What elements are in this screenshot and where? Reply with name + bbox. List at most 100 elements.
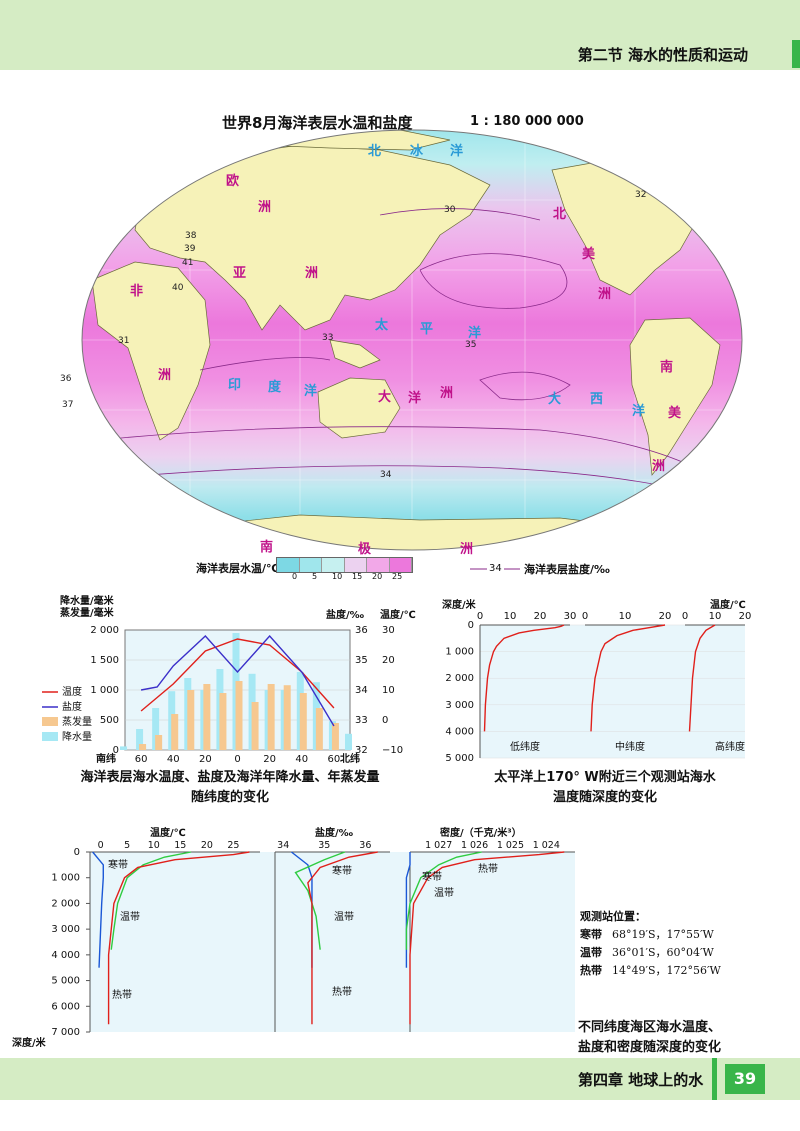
chart1-x-left-label: 南纬 bbox=[96, 752, 116, 765]
chart3-value-tick: 10 bbox=[148, 840, 160, 851]
chart3-zone-label: 热带 bbox=[332, 985, 352, 998]
chart3-value-tick: 5 bbox=[124, 840, 130, 851]
isohaline-label: 33 bbox=[322, 333, 334, 343]
map-place-name: 平 bbox=[420, 322, 434, 337]
map-place-name: 洲 bbox=[440, 386, 454, 401]
precipitation-bar bbox=[345, 733, 352, 750]
chart2-depth-chart: 0 1 000 2 000 3 000 4 000 5 000 0 10 20 30 低纬度 0 10 2… bbox=[442, 598, 751, 764]
chart3-profile-line bbox=[107, 851, 250, 1025]
chart1-latitude-chart: 0 500 1 000 1 500 2 000 32 33 34 35 36 −10 0 10 20 30 6… bbox=[42, 594, 416, 765]
chart1-x-tick: 40 bbox=[295, 754, 308, 765]
evaporation-bar bbox=[315, 708, 323, 750]
map-place-name: 大 bbox=[548, 392, 562, 407]
station-coords: 36°01′S，60°04′W bbox=[612, 946, 714, 959]
chart1-salinity-tick: 36 bbox=[355, 625, 368, 636]
chart1-x-tick: 60 bbox=[328, 754, 341, 765]
chart3-profile-line bbox=[294, 851, 346, 950]
header-accent-bar bbox=[792, 40, 800, 68]
chart3-depth-tick: 6 000 bbox=[51, 1001, 80, 1012]
salinity-line bbox=[140, 634, 335, 727]
chart3-plot-area bbox=[90, 852, 575, 1032]
chart2-temp-tick: 10 bbox=[709, 611, 722, 622]
map-place-name: 洋 bbox=[450, 144, 464, 159]
evaporation-bar bbox=[187, 690, 195, 750]
chart2-temp-tick: 0 bbox=[582, 611, 588, 622]
precipitation-bar bbox=[152, 708, 160, 750]
evaporation-bar bbox=[155, 735, 163, 750]
chart1-temp-tick: 0 bbox=[382, 715, 388, 726]
map-place-name: 洲 bbox=[258, 200, 272, 215]
chart3-temp-title: 温度/℃ bbox=[150, 826, 186, 839]
chart3-caption: 不同纬度海区海水温度、 盐度和密度随深度的变化 bbox=[578, 1018, 768, 1058]
chart2-depth-title: 深度/米 bbox=[442, 598, 477, 611]
chart1-temp-tick: 30 bbox=[382, 625, 395, 636]
chart3-value-tick: 35 bbox=[318, 840, 330, 851]
temp-legend-tick: 25 bbox=[392, 572, 403, 581]
chart2-temp-tick: 10 bbox=[504, 611, 517, 622]
chart1-legend-label: 温度 bbox=[62, 685, 82, 698]
chart1-temp-tick: −10 bbox=[382, 745, 403, 756]
chart2-panel-label: 低纬度 bbox=[510, 740, 540, 753]
chart3-value-tick: 15 bbox=[174, 840, 186, 851]
isohaline-label: 40 bbox=[172, 283, 184, 293]
chart1-temp-tick: 20 bbox=[382, 655, 395, 666]
isohaline-label: 34 bbox=[380, 470, 392, 480]
chart3-zone-label: 温带 bbox=[120, 911, 140, 923]
precipitation-bar bbox=[120, 746, 127, 750]
temp-legend-swatch bbox=[299, 558, 322, 572]
chart3-value-tick: 1 027 bbox=[425, 840, 452, 851]
chart3-depth-tick: 5 000 bbox=[51, 976, 80, 987]
chart2-depth-tick: 5 000 bbox=[445, 753, 474, 764]
chart1-caption-line2: 随纬度的变化 bbox=[190, 790, 269, 805]
chart2-depth-tick: 1 000 bbox=[445, 647, 474, 658]
legend-temp-ticks: 0 5 10 15 20 25 bbox=[276, 572, 411, 584]
isohaline-label: 39 bbox=[184, 244, 196, 254]
chart2-profile-line bbox=[688, 624, 716, 732]
precipitation-bar bbox=[136, 729, 144, 750]
chart2-profile-line bbox=[590, 624, 666, 732]
chart1-left-tick: 1 500 bbox=[90, 655, 119, 666]
chart3-density-title: 密度/（千克/米³） bbox=[440, 826, 522, 839]
temp-legend-swatch bbox=[277, 558, 300, 572]
station-coords: 14°49′S，172°56′W bbox=[612, 964, 721, 977]
chart2-profile-line bbox=[483, 624, 565, 732]
map-place-name: 极 bbox=[358, 542, 372, 557]
isohaline-label: 32 bbox=[635, 190, 647, 200]
chart3-profile-line bbox=[405, 851, 482, 950]
temp-legend-tick: 10 bbox=[332, 572, 343, 581]
map-place-name: 北 bbox=[553, 207, 567, 222]
chart3-depth-tick: 2 000 bbox=[51, 898, 80, 909]
chart1-salinity-tick: 35 bbox=[355, 655, 368, 666]
world-map bbox=[81, 129, 743, 551]
station-zone: 温带 bbox=[580, 946, 602, 959]
isohaline-label: 30 bbox=[444, 205, 456, 215]
map-place-name: 亚 bbox=[233, 266, 247, 281]
chart3-value-tick: 1 026 bbox=[461, 840, 488, 851]
chart1-x-tick: 20 bbox=[263, 754, 276, 765]
station-coords: 68°19′S，17°55′W bbox=[612, 928, 714, 941]
temp-legend-swatch bbox=[389, 558, 412, 572]
chart2-temp-title: 温度/℃ bbox=[710, 598, 746, 611]
legend-temp-label: 海洋表层水温/℃ bbox=[196, 562, 280, 575]
map-place-name: 南 bbox=[660, 360, 674, 375]
evaporation-bar bbox=[171, 714, 179, 750]
chart1-legend-label: 降水量 bbox=[62, 730, 92, 743]
map-place-name: 洲 bbox=[598, 287, 612, 302]
chart3-value-tick: 20 bbox=[201, 840, 213, 851]
station-zone: 热带 bbox=[580, 964, 602, 977]
chart1-legend-label: 盐度 bbox=[62, 700, 82, 713]
section-title: 第二节 海水的性质和运动 bbox=[577, 46, 748, 64]
chart1-x-right-label: 北纬 bbox=[340, 752, 360, 765]
chart2-caption: 太平洋上170° W附近三个观测站海水 温度随深度的变化 bbox=[440, 768, 770, 808]
map-scale: 1 : 180 000 000 bbox=[470, 114, 584, 129]
station-title: 观测站位置： bbox=[580, 910, 646, 923]
map-place-name: 洋 bbox=[632, 404, 646, 419]
chart2-temp-tick: 0 bbox=[682, 611, 688, 622]
chart3-depth-tick: 0 bbox=[74, 847, 80, 858]
chart3-zone-label: 温带 bbox=[434, 887, 454, 899]
chart1-left-axis-title: 蒸发量/毫米 bbox=[60, 606, 115, 619]
evaporation-bar bbox=[235, 681, 243, 750]
chart3-profile-line bbox=[92, 851, 104, 968]
map-place-name: 美 bbox=[582, 247, 596, 262]
chart2-depth-tick: 0 bbox=[468, 620, 474, 631]
